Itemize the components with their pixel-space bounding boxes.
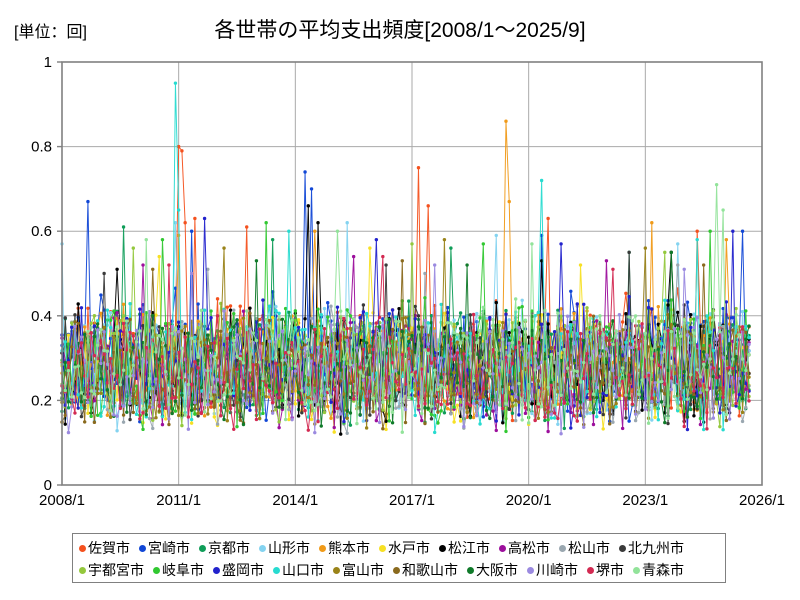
legend-item-label: 盛岡市: [222, 562, 264, 578]
legend-item-label: 岐阜市: [162, 562, 204, 578]
legend-color-swatch-icon: [213, 566, 220, 574]
legend-item-山口市[interactable]: 山口市: [273, 563, 324, 577]
legend-item-label: 松山市: [568, 540, 610, 556]
legend: 佐賀市 宮崎市 京都市 山形市 熊本市 水戸市 松江市 高松市 松山市 北九州市宇都宮市 岐阜市 盛岡…: [72, 533, 726, 583]
legend-color-swatch-icon: [259, 544, 266, 552]
legend-item-岐阜市[interactable]: 岐阜市: [153, 563, 204, 577]
legend-item-京都市[interactable]: 京都市: [199, 541, 250, 555]
x-axis-tick-label: 2008/1: [39, 492, 85, 509]
legend-item-盛岡市[interactable]: 盛岡市: [213, 563, 264, 577]
series-layer: [60, 81, 751, 436]
legend-row: 佐賀市 宮崎市 京都市 山形市 熊本市 水戸市 松江市 高松市 松山市 北九州市: [79, 537, 719, 559]
x-axis-tick-label: 2026/1: [739, 492, 785, 509]
legend-color-swatch-icon: [527, 566, 534, 574]
legend-item-堺市[interactable]: 堺市: [587, 563, 624, 577]
legend-item-label: 大阪市: [476, 562, 518, 578]
legend-item-和歌山市[interactable]: 和歌山市: [393, 563, 458, 577]
legend-color-swatch-icon: [439, 544, 446, 552]
legend-color-swatch-icon: [379, 544, 386, 552]
y-axis-tick-label: 1: [44, 54, 52, 71]
legend-item-水戸市[interactable]: 水戸市: [379, 541, 430, 555]
x-axis-tick-label: 2014/1: [272, 492, 318, 509]
y-axis-tick-label: 0.6: [31, 223, 52, 240]
x-axis-tick-label: 2023/1: [622, 492, 668, 509]
unit-label: [単位：回]: [14, 24, 87, 41]
legend-item-label: 山口市: [282, 562, 324, 578]
legend-color-swatch-icon: [139, 544, 146, 552]
series-青森市: [60, 182, 751, 434]
legend-color-swatch-icon: [333, 566, 340, 574]
legend-item-松江市[interactable]: 松江市: [439, 541, 490, 555]
y-axis-tick-label: 0.4: [31, 308, 52, 325]
legend-item-青森市[interactable]: 青森市: [633, 563, 684, 577]
legend-item-label: 松江市: [448, 540, 490, 556]
y-axis-tick-label: 0: [44, 477, 52, 494]
y-axis-tick-label: 0.2: [31, 392, 52, 409]
legend-item-熊本市[interactable]: 熊本市: [319, 541, 370, 555]
legend-item-宮崎市[interactable]: 宮崎市: [139, 541, 190, 555]
x-axis-tick-label: 2011/1: [156, 492, 201, 509]
legend-item-宇都宮市[interactable]: 宇都宮市: [79, 563, 144, 577]
gridlines: [61, 61, 763, 486]
legend-color-swatch-icon: [79, 566, 86, 574]
legend-item-label: 山形市: [268, 540, 310, 556]
legend-item-label: 北九州市: [628, 540, 684, 556]
legend-item-label: 青森市: [642, 562, 684, 578]
legend-item-label: 和歌山市: [402, 562, 458, 578]
y-axis-tick-label: 0.8: [31, 139, 52, 156]
legend-item-label: 富山市: [342, 562, 384, 578]
plot-frame: [61, 61, 763, 486]
legend-item-富山市[interactable]: 富山市: [333, 563, 384, 577]
legend-color-swatch-icon: [559, 544, 566, 552]
legend-item-大阪市[interactable]: 大阪市: [467, 563, 518, 577]
legend-item-label: 宮崎市: [148, 540, 190, 556]
legend-item-松山市[interactable]: 松山市: [559, 541, 610, 555]
legend-item-label: 川崎市: [536, 562, 578, 578]
legend-item-label: 佐賀市: [88, 540, 130, 556]
legend-item-山形市[interactable]: 山形市: [259, 541, 310, 555]
legend-color-swatch-icon: [633, 566, 640, 574]
legend-color-swatch-icon: [199, 544, 206, 552]
legend-item-label: 高松市: [508, 540, 550, 556]
legend-item-label: 京都市: [208, 540, 250, 556]
legend-item-北九州市[interactable]: 北九州市: [619, 541, 684, 555]
legend-row: 宇都宮市 岐阜市 盛岡市 山口市 富山市 和歌山市 大阪市 川崎市 堺市 青森市: [79, 559, 719, 581]
legend-color-swatch-icon: [619, 544, 626, 552]
legend-item-label: 熊本市: [328, 540, 370, 556]
legend-color-swatch-icon: [467, 566, 474, 574]
legend-color-swatch-icon: [153, 566, 160, 574]
x-axis-ticks: 2008/1 2011/1 2014/1 2017/1 2020/1 2023/1 2026…: [39, 492, 785, 509]
legend-color-swatch-icon: [273, 566, 280, 574]
legend-color-swatch-icon: [79, 544, 86, 552]
legend-color-swatch-icon: [319, 544, 326, 552]
legend-color-swatch-icon: [499, 544, 506, 552]
legend-color-swatch-icon: [393, 566, 400, 574]
page-title: 各世帯の平均支出頻度[2008/1～2025/9]: [214, 19, 586, 42]
x-axis-tick-label: 2017/1: [389, 492, 435, 509]
y-axis-ticks: 0 0.2 0.4 0.6 0.8 1: [31, 54, 62, 494]
legend-item-label: 宇都宮市: [88, 562, 144, 578]
legend-color-swatch-icon: [587, 566, 594, 574]
x-axis-tick-label: 2020/1: [506, 492, 552, 509]
legend-item-高松市[interactable]: 高松市: [499, 541, 550, 555]
legend-item-佐賀市[interactable]: 佐賀市: [79, 541, 130, 555]
legend-item-label: 堺市: [596, 562, 624, 578]
legend-item-川崎市[interactable]: 川崎市: [527, 563, 578, 577]
legend-item-label: 水戸市: [388, 540, 430, 556]
